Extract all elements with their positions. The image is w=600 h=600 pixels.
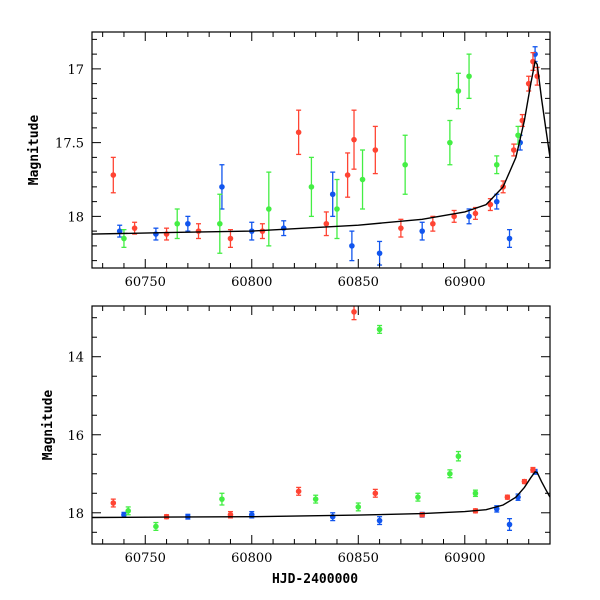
top-red-point xyxy=(295,129,302,136)
top-green-point xyxy=(493,161,500,168)
top-green-point xyxy=(217,220,223,227)
top-green-point xyxy=(359,176,366,183)
bottom-red-point xyxy=(110,500,117,506)
bottom-red-point xyxy=(372,490,379,497)
top-panel-frame xyxy=(91,31,551,269)
top-y-tick-label: 17 xyxy=(67,63,84,78)
bottom-green-point xyxy=(219,496,225,502)
bottom-x-tick-label: 60900 xyxy=(444,551,485,566)
bottom-x-tick-label: 60800 xyxy=(231,551,272,566)
bottom-blue-point xyxy=(506,521,513,528)
top-data-layer xyxy=(92,46,550,266)
top-red-point xyxy=(131,225,138,231)
bottom-panel: 60750 60800 60850 60900 14 16 18 Magnitude HJD… xyxy=(41,305,551,587)
bottom-blue-point xyxy=(376,517,383,524)
top-x-tick-label: 60900 xyxy=(444,275,485,290)
bottom-blue-point xyxy=(329,513,336,520)
bottom-panel-frame xyxy=(91,305,551,545)
top-green-point xyxy=(308,184,315,190)
bottom-red-point xyxy=(530,467,536,473)
top-ticks: 60750 60800 60850 60900 17 17.5 18 xyxy=(55,32,551,290)
top-red-point xyxy=(227,235,234,242)
top-x-tick-label: 60800 xyxy=(231,275,272,290)
top-blue-point xyxy=(116,228,123,234)
bottom-model-curve xyxy=(92,470,550,519)
bottom-green-point xyxy=(153,523,159,530)
top-x-tick-label: 60750 xyxy=(125,275,166,290)
top-green-point xyxy=(402,161,408,168)
top-red-point xyxy=(430,220,436,227)
top-ylabel: Magnitude xyxy=(27,115,42,186)
top-red-point xyxy=(323,220,330,227)
top-green-point xyxy=(466,73,472,80)
top-blue-point xyxy=(466,213,472,220)
top-red-point xyxy=(472,210,479,217)
top-red-point xyxy=(344,172,351,178)
top-red-point xyxy=(510,147,517,153)
top-blue-point xyxy=(376,250,383,257)
top-y-tick-label: 17.5 xyxy=(55,137,84,152)
bottom-blue-point xyxy=(121,511,127,518)
bottom-y-tick-label: 16 xyxy=(67,429,84,444)
top-model-curve xyxy=(92,59,550,235)
bottom-green-point xyxy=(125,508,132,514)
bottom-green-point xyxy=(376,326,383,333)
top-red-point xyxy=(195,228,202,234)
bottom-x-tick-label: 60850 xyxy=(338,551,379,566)
bottom-red-point xyxy=(295,488,302,495)
bottom-red-point xyxy=(521,478,528,485)
bottom-green-point xyxy=(447,470,453,477)
top-blue-point xyxy=(185,220,191,227)
top-blue-point xyxy=(419,228,425,234)
top-green-point xyxy=(515,132,521,139)
top-blue-point xyxy=(506,235,513,242)
bottom-y-tick-label: 14 xyxy=(67,351,84,366)
bottom-red-point xyxy=(419,511,425,518)
bottom-red-point xyxy=(504,494,511,500)
top-green-point xyxy=(447,139,453,146)
top-red-point xyxy=(372,147,379,153)
bottom-data-layer xyxy=(92,306,550,531)
top-red-point xyxy=(398,225,404,231)
bottom-green-point xyxy=(312,496,319,502)
top-blue-point xyxy=(349,243,355,249)
top-blue-point xyxy=(493,198,500,205)
top-red-point xyxy=(487,201,494,208)
top-green-point xyxy=(334,206,340,212)
top-panel: 60750 60800 60850 60900 17 17.5 18 Magnitude xyxy=(27,31,551,290)
top-blue-point xyxy=(329,191,336,198)
top-green-point xyxy=(121,235,127,242)
top-red-point xyxy=(110,172,117,178)
bottom-y-tick-label: 18 xyxy=(67,507,84,522)
top-green-point xyxy=(266,206,272,212)
bottom-green-point xyxy=(455,453,462,460)
bottom-green-point xyxy=(355,504,362,510)
bottom-x-tick-label: 60750 xyxy=(125,551,166,566)
top-x-tick-label: 60850 xyxy=(338,275,379,290)
top-blue-point xyxy=(219,184,225,190)
bottom-xlabel: HJD-2400000 xyxy=(272,572,358,587)
bottom-green-point xyxy=(415,494,421,500)
bottom-ticks: 60750 60800 60850 60900 14 16 18 xyxy=(67,306,551,566)
bottom-ylabel: Magnitude xyxy=(41,390,56,461)
bottom-red-point xyxy=(351,309,357,315)
bottom-green-point xyxy=(472,490,479,497)
top-red-point xyxy=(351,136,357,143)
top-green-point xyxy=(174,220,181,227)
top-red-point xyxy=(451,213,457,220)
top-green-point xyxy=(455,88,462,94)
top-y-tick-label: 18 xyxy=(67,210,84,225)
